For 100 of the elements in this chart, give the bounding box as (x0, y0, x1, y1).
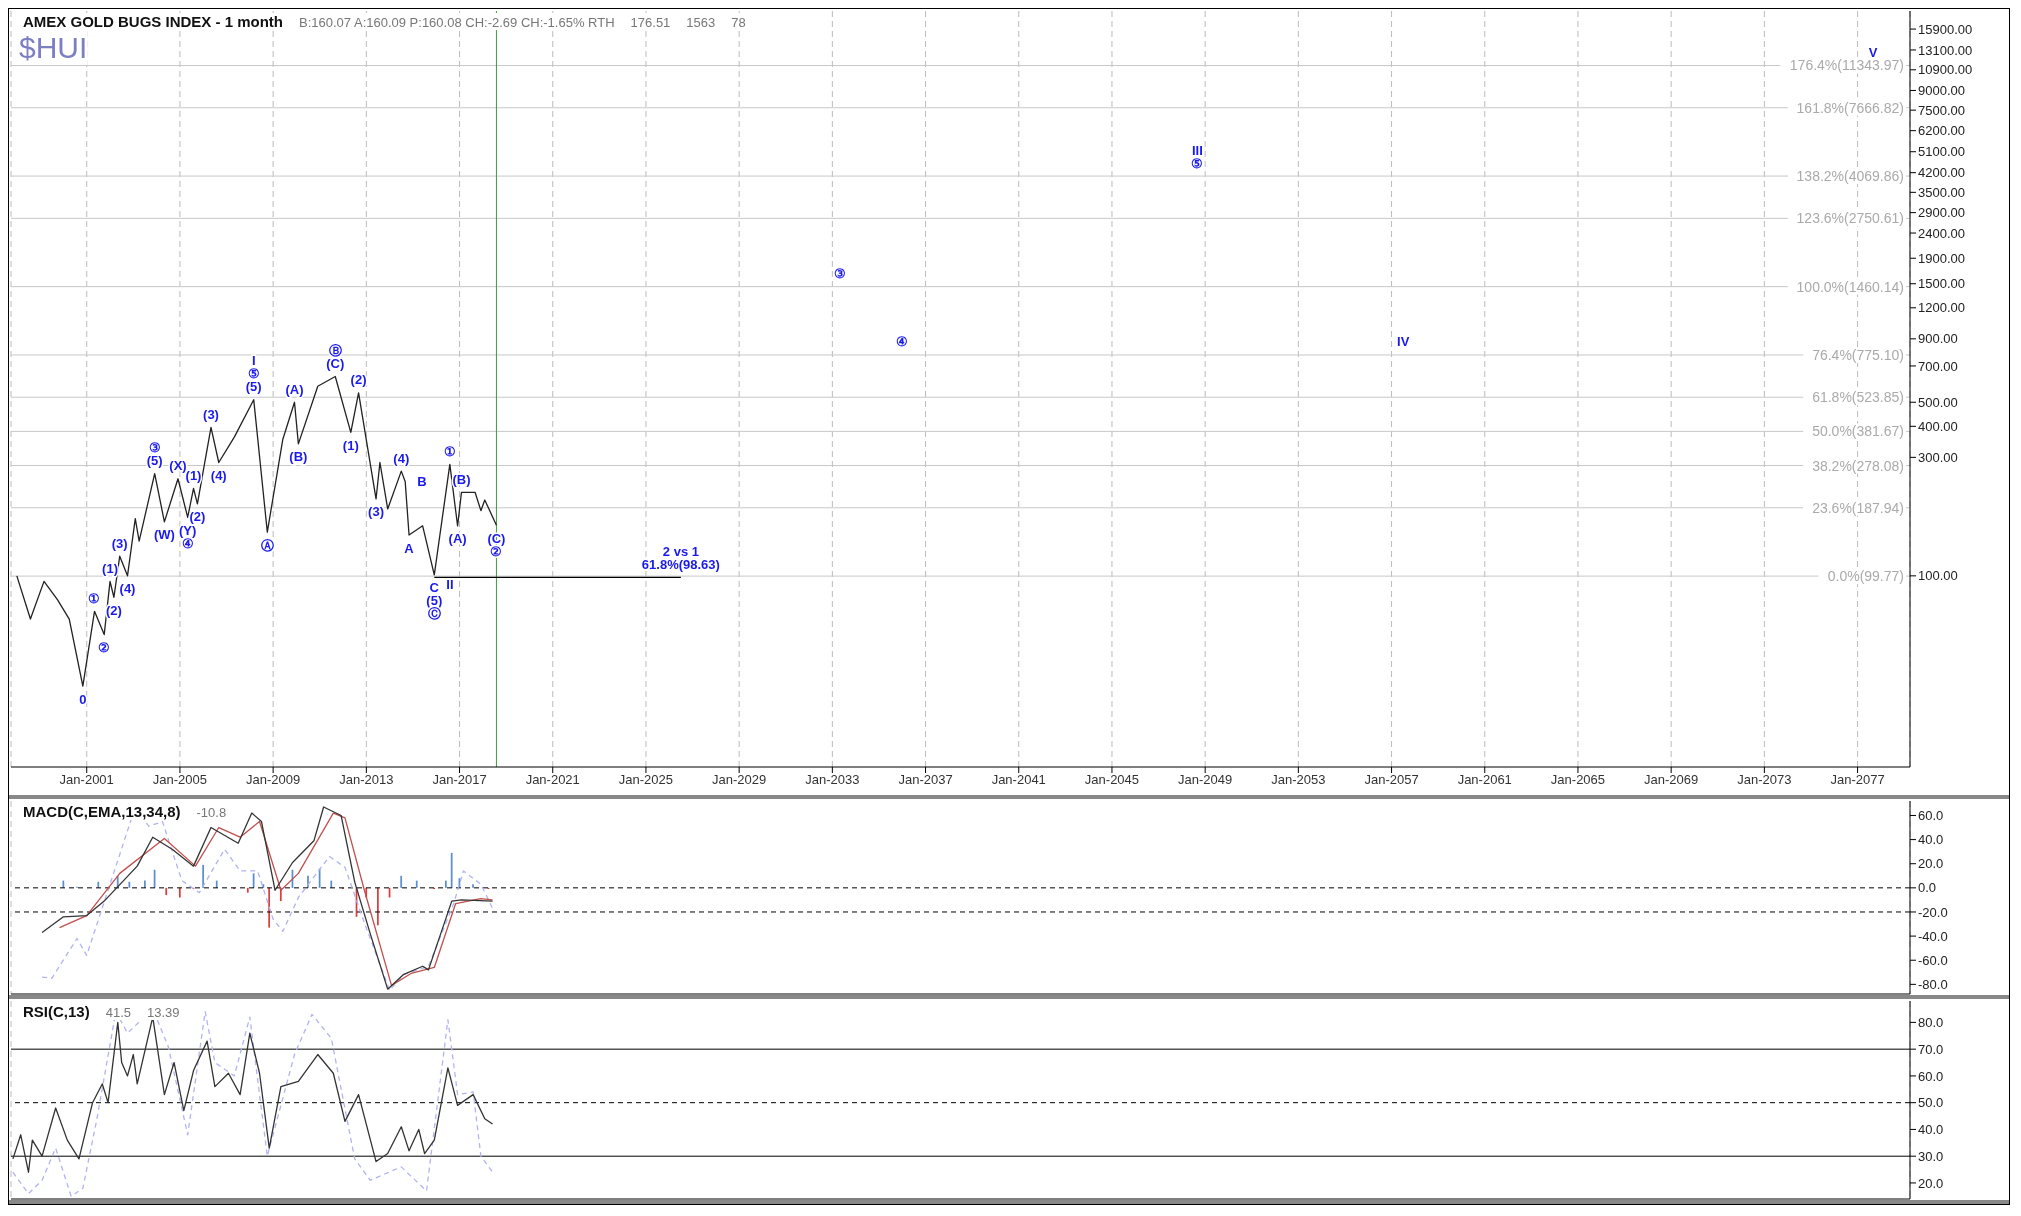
y-tick-label: 300.00 (1918, 449, 1958, 465)
annotation: ③ (148, 440, 161, 456)
annotation: (1) (102, 560, 118, 576)
ref-line-label: 38.2%(278.08) (1812, 457, 1904, 474)
annotation: ④ (896, 334, 909, 350)
y-tick-label: 7500.00 (1918, 102, 1965, 118)
annotation: Ⓒ (427, 606, 441, 622)
x-tick-label: Jan-2069 (1644, 772, 1699, 788)
y-tick-label: 40.0 (1918, 832, 1944, 848)
y-tick-label: 0.0 (1918, 880, 1937, 896)
annotation: ⑤ (1191, 155, 1204, 171)
ref-line-label: 138.2%(4069.86) (1796, 168, 1904, 185)
annotation: V (1868, 44, 1878, 60)
y-tick-label: 1900.00 (1918, 250, 1965, 266)
x-tick-label: Jan-2009 (246, 772, 301, 788)
annotation: IV (1397, 334, 1410, 350)
annotation: ③ (834, 266, 847, 282)
annotation: (1) (342, 437, 359, 453)
annotation: -10.8 (196, 805, 227, 820)
chart-title: MACD(C,EMA,13,34,8) (23, 803, 181, 820)
annotation: ① (88, 590, 101, 606)
annotation: 2 vs 1 (662, 543, 699, 559)
x-tick-label: Jan-2017 (432, 772, 487, 788)
y-tick-label: 80.0 (1918, 1015, 1944, 1031)
y-tick-label: 4200.00 (1918, 165, 1965, 181)
y-tick-label: 60.0 (1918, 1068, 1944, 1084)
y-tick-label: 10900.00 (1918, 62, 1973, 78)
annotation: (3) (111, 535, 128, 551)
annotation: (5) (426, 593, 443, 609)
annotation: (X) (169, 458, 187, 474)
x-tick-label: Jan-2073 (1737, 772, 1792, 788)
y-tick-label: -20.0 (1918, 904, 1948, 920)
ref-line-label: 61.8%(523.85) (1812, 389, 1904, 406)
x-tick-label: Jan-2041 (991, 772, 1046, 788)
annotation: (2) (189, 509, 206, 525)
x-tick-label: Jan-2065 (1550, 772, 1606, 788)
chart-title: AMEX GOLD BUGS INDEX - 1 month (23, 13, 284, 30)
ref-line-label: 100.0%(1460.14) (1796, 278, 1904, 295)
annotation: (5) (146, 453, 163, 469)
chart-title: RSI(C,13) (23, 1003, 90, 1020)
y-tick-label: 60.0 (1918, 808, 1944, 824)
y-tick-label: 40.0 (1918, 1122, 1944, 1138)
annotation: Ⓐ (260, 537, 274, 553)
y-tick-label: 500.00 (1918, 394, 1958, 410)
y-tick-label: 13100.00 (1918, 42, 1973, 58)
ref-line-label: 123.6%(2750.61) (1796, 210, 1904, 227)
x-tick-label: Jan-2053 (1271, 772, 1326, 788)
y-tick-label: 1200.00 (1918, 300, 1965, 316)
ref-line-label: 23.6%(187.94) (1812, 499, 1904, 516)
x-tick-label: Jan-2013 (339, 772, 394, 788)
ref-line-label: 76.4%(775.10) (1812, 346, 1904, 363)
y-tick-label: 3500.00 (1918, 184, 1965, 200)
y-tick-label: -40.0 (1918, 928, 1948, 944)
annotation: (1) (185, 467, 202, 483)
annotation: 1563 (686, 15, 716, 30)
y-tick-label: 400.00 (1918, 418, 1958, 434)
ref-line-label: 0.0%(99.77) (1827, 568, 1904, 585)
x-tick-label: Jan-2057 (1364, 772, 1419, 788)
annotation: 41.5 (105, 1005, 131, 1020)
y-tick-label: 15900.00 (1918, 21, 1973, 37)
annotation: B:160.07 A:160.09 P:160.08 CH:-2.69 CH:-1.65% RTH (299, 15, 615, 30)
x-tick-label: Jan-2001 (59, 772, 114, 788)
annotation: I (251, 353, 256, 369)
y-tick-label: 100.00 (1918, 568, 1958, 584)
annotation: (4) (119, 581, 136, 597)
x-tick-label: Jan-2045 (1084, 772, 1140, 788)
annotation: 78 (731, 15, 746, 30)
annotation: (A) (448, 531, 467, 547)
y-tick-label: 2400.00 (1918, 225, 1965, 241)
annotation: (3) (368, 504, 384, 520)
y-tick-label: 20.0 (1918, 1175, 1944, 1191)
annotation: 0 (79, 691, 87, 707)
y-tick-label: 1500.00 (1918, 276, 1965, 292)
annotation: ⑤ (247, 366, 260, 382)
x-tick-label: Jan-2029 (712, 772, 767, 788)
annotation: III (1191, 142, 1203, 158)
ref-line-label: 176.4%(11343.97) (1789, 57, 1904, 74)
annotation: 176.51 (630, 15, 671, 30)
x-tick-label: Jan-2005 (152, 772, 208, 788)
y-tick-label: 30.0 (1918, 1148, 1944, 1164)
x-tick-label: Jan-2037 (898, 772, 953, 788)
y-tick-label: -80.0 (1918, 976, 1948, 992)
y-tick-label: 5100.00 (1918, 144, 1965, 160)
ref-line-label: 161.8%(7666.82) (1796, 99, 1904, 116)
annotation: (B) (289, 449, 308, 465)
annotation: (3) (203, 406, 219, 422)
annotation: 13.39 (147, 1005, 180, 1020)
annotation: 61.8%(98.63) (641, 556, 720, 572)
x-tick-label: Jan-2033 (805, 772, 860, 788)
ref-line-label: 50.0%(381.67) (1812, 423, 1904, 440)
y-tick-label: -60.0 (1918, 952, 1948, 968)
annotation: (2) (350, 372, 367, 388)
annotation: (A) (285, 381, 304, 397)
y-tick-label: 20.0 (1918, 856, 1944, 872)
annotation: (4) (210, 468, 227, 484)
annotation: (4) (393, 450, 410, 466)
annotation: (W) (153, 527, 175, 543)
y-tick-label: 9000.00 (1918, 83, 1965, 99)
y-tick-label: 700.00 (1918, 358, 1958, 374)
x-tick-label: Jan-2021 (525, 772, 580, 788)
